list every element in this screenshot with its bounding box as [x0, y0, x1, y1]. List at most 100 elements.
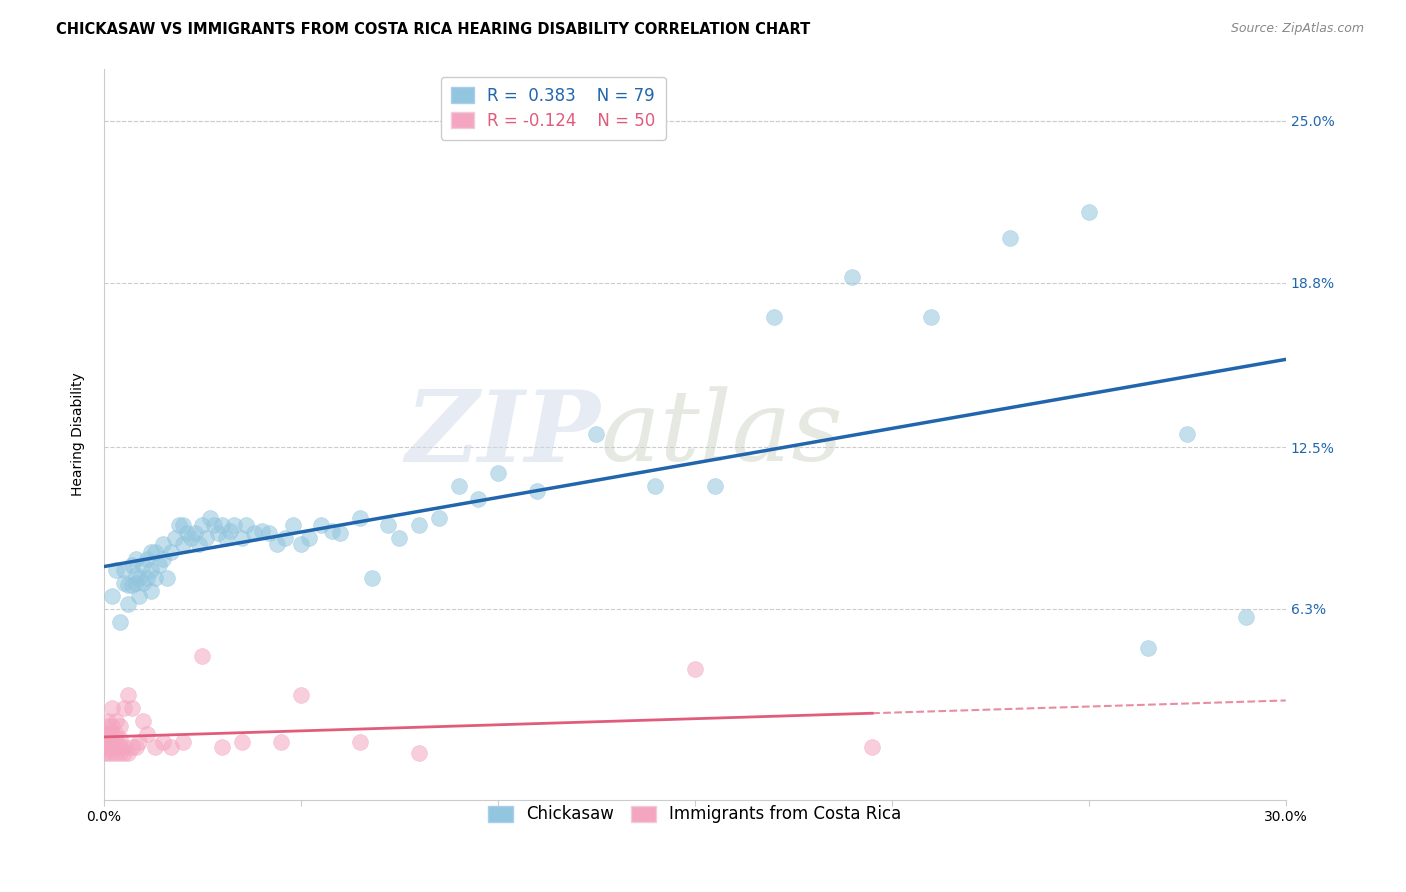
Point — [112, 701, 135, 715]
Point — [219, 524, 242, 538]
Point — [152, 552, 174, 566]
Point — [309, 518, 332, 533]
Point — [124, 568, 146, 582]
Point — [180, 532, 202, 546]
Point — [349, 510, 371, 524]
Point — [274, 532, 297, 546]
Point — [1077, 205, 1099, 219]
Point — [235, 518, 257, 533]
Point — [1175, 427, 1198, 442]
Point — [112, 746, 135, 760]
Point — [128, 589, 150, 603]
Point — [124, 575, 146, 590]
Point — [585, 427, 607, 442]
Point — [231, 735, 253, 749]
Point — [117, 688, 139, 702]
Point — [290, 536, 312, 550]
Point — [148, 558, 170, 572]
Point — [93, 735, 115, 749]
Point — [143, 740, 166, 755]
Point — [290, 688, 312, 702]
Point — [101, 727, 124, 741]
Point — [121, 740, 143, 755]
Point — [349, 735, 371, 749]
Point — [104, 563, 127, 577]
Point — [270, 735, 292, 749]
Point — [108, 732, 131, 747]
Point — [132, 714, 155, 729]
Point — [128, 735, 150, 749]
Point — [250, 524, 273, 538]
Point — [132, 558, 155, 572]
Point — [281, 518, 304, 533]
Point — [1136, 641, 1159, 656]
Point — [427, 510, 450, 524]
Point — [195, 532, 218, 546]
Point — [388, 532, 411, 546]
Point — [172, 536, 194, 550]
Point — [160, 740, 183, 755]
Point — [97, 732, 120, 747]
Point — [187, 536, 209, 550]
Point — [160, 544, 183, 558]
Point — [101, 740, 124, 755]
Point — [97, 740, 120, 755]
Text: CHICKASAW VS IMMIGRANTS FROM COSTA RICA HEARING DISABILITY CORRELATION CHART: CHICKASAW VS IMMIGRANTS FROM COSTA RICA … — [56, 22, 810, 37]
Point — [172, 735, 194, 749]
Point — [93, 740, 115, 755]
Point — [117, 746, 139, 760]
Point — [644, 479, 666, 493]
Point — [202, 518, 225, 533]
Point — [163, 532, 186, 546]
Point — [467, 492, 489, 507]
Point — [101, 746, 124, 760]
Point — [447, 479, 470, 493]
Point — [762, 310, 785, 324]
Point — [143, 571, 166, 585]
Point — [920, 310, 942, 324]
Point — [266, 536, 288, 550]
Point — [108, 746, 131, 760]
Point — [408, 518, 430, 533]
Point — [112, 740, 135, 755]
Point — [860, 740, 883, 755]
Point — [211, 518, 233, 533]
Point — [172, 518, 194, 533]
Point — [141, 544, 163, 558]
Point — [259, 526, 281, 541]
Point — [242, 526, 264, 541]
Legend: Chickasaw, Immigrants from Costa Rica: Chickasaw, Immigrants from Costa Rica — [477, 794, 914, 835]
Point — [121, 701, 143, 715]
Point — [104, 727, 127, 741]
Point — [104, 746, 127, 760]
Point — [104, 740, 127, 755]
Point — [141, 563, 163, 577]
Point — [104, 714, 127, 729]
Point — [112, 563, 135, 577]
Point — [93, 746, 115, 760]
Point — [101, 589, 124, 603]
Point — [108, 719, 131, 733]
Point — [152, 536, 174, 550]
Point — [231, 532, 253, 546]
Point — [191, 648, 214, 663]
Point — [200, 510, 222, 524]
Point — [121, 558, 143, 572]
Point — [112, 575, 135, 590]
Point — [526, 484, 548, 499]
Point — [136, 552, 159, 566]
Point — [128, 571, 150, 585]
Point — [176, 526, 198, 541]
Point — [329, 526, 352, 541]
Point — [136, 727, 159, 741]
Point — [97, 714, 120, 729]
Point — [108, 740, 131, 755]
Point — [104, 735, 127, 749]
Point — [191, 518, 214, 533]
Point — [108, 615, 131, 629]
Point — [167, 518, 190, 533]
Point — [132, 575, 155, 590]
Point — [101, 701, 124, 715]
Point — [222, 518, 245, 533]
Point — [136, 571, 159, 585]
